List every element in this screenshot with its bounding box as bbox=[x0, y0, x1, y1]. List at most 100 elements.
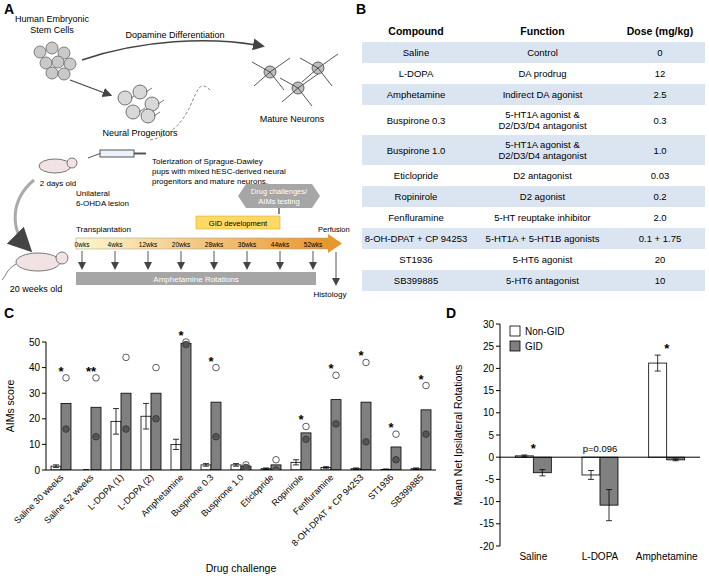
error-bar bbox=[353, 468, 359, 470]
label: Histology bbox=[314, 290, 347, 299]
table-cell: Buspirone 1.0 bbox=[387, 145, 446, 156]
progenitor-cell bbox=[141, 109, 155, 123]
y-tick-label: 20 bbox=[483, 363, 495, 374]
x-tick-label: Eticlopride bbox=[239, 472, 276, 509]
individual-point bbox=[123, 354, 130, 361]
table-cell: 1.0 bbox=[653, 145, 666, 156]
down-arrow bbox=[247, 251, 248, 268]
rat-adult bbox=[16, 253, 60, 271]
cell-line: 5-HT6 agonist bbox=[513, 254, 573, 265]
neurite bbox=[300, 54, 338, 86]
table-cell: Amphetamine bbox=[387, 89, 446, 100]
significance: * bbox=[531, 441, 537, 456]
label: Amphetamine Rotations bbox=[153, 275, 238, 284]
cell-line: D2/D3/D4 antagonist bbox=[498, 120, 587, 131]
significance: * bbox=[358, 348, 364, 363]
down-arrow bbox=[280, 251, 281, 268]
timeline-bar bbox=[76, 238, 328, 249]
individual-point bbox=[273, 467, 280, 470]
table-cell: 12 bbox=[655, 68, 666, 79]
label: 2 days old bbox=[40, 179, 76, 188]
individual-point bbox=[423, 382, 430, 389]
plunger bbox=[134, 153, 146, 155]
timeline-arrow bbox=[328, 234, 342, 253]
label: 12wks bbox=[139, 241, 158, 248]
table-cell: 0.2 bbox=[653, 191, 666, 202]
cell-line: 5-HT1A agonist & bbox=[505, 109, 580, 120]
cell-line: D2/D3/D4 antagonist bbox=[498, 150, 587, 161]
table-cell: 20 bbox=[655, 254, 666, 265]
label: Mature Neurons bbox=[260, 114, 325, 124]
down-arrow bbox=[148, 251, 149, 268]
table-cell: 5-HT1A agonist &D2/D3/D4 antagonist bbox=[498, 109, 587, 131]
y-tick-label: 30 bbox=[483, 319, 495, 330]
y-axis-title: AIMs score bbox=[4, 380, 16, 433]
cell-line: Indirect DA agonist bbox=[503, 89, 583, 100]
individual-point bbox=[363, 359, 370, 366]
progenitor-cell bbox=[118, 91, 132, 105]
individual-point bbox=[153, 364, 160, 371]
drug-box bbox=[238, 184, 320, 208]
cell-line: 1.0 bbox=[653, 145, 666, 156]
down-arrow bbox=[313, 251, 314, 268]
neurite bbox=[280, 74, 318, 106]
cell-line: L-DOPA bbox=[399, 68, 434, 79]
y-tick bbox=[496, 546, 500, 547]
table-header-bg bbox=[362, 20, 705, 42]
stem-cell bbox=[34, 46, 46, 58]
cell-line: 0 bbox=[657, 47, 662, 58]
needle bbox=[88, 154, 100, 159]
progenitor-cell bbox=[126, 105, 140, 119]
table-header: Function bbox=[520, 25, 564, 37]
y-tick bbox=[42, 444, 46, 445]
panel-label: A bbox=[4, 1, 14, 17]
error-bar bbox=[53, 465, 59, 468]
error-bar bbox=[113, 409, 119, 435]
y-tick bbox=[42, 393, 46, 394]
label: Neural Progenitors bbox=[102, 128, 178, 138]
panel-a: Human EmbryonicStem CellsDopamine Differ… bbox=[2, 14, 350, 299]
y-tick-label: 50 bbox=[29, 337, 41, 348]
bar bbox=[301, 433, 311, 470]
table-cell: 10 bbox=[655, 275, 666, 286]
process bbox=[154, 112, 160, 116]
cell-line: Fenfluramine bbox=[388, 212, 443, 223]
error-bar bbox=[203, 464, 209, 467]
y-tick-label: -15 bbox=[480, 518, 495, 529]
down-arrow bbox=[115, 251, 116, 268]
y-tick-label: 25 bbox=[483, 341, 495, 352]
y-tick bbox=[496, 390, 500, 391]
error-bar bbox=[655, 355, 661, 371]
rat-adult-head bbox=[56, 252, 68, 264]
error-bar bbox=[673, 459, 679, 461]
label: AIMs testing bbox=[258, 197, 299, 206]
individual-point bbox=[303, 436, 310, 443]
table-cell: 5-HT6 antagonist bbox=[506, 275, 579, 286]
label: 28wks bbox=[205, 241, 224, 248]
table-cell: 2.5 bbox=[653, 89, 666, 100]
individual-point bbox=[333, 372, 340, 379]
stem-cell bbox=[58, 68, 70, 80]
significance: * bbox=[208, 354, 214, 369]
table-cell: Control bbox=[527, 47, 558, 58]
cell-line: 5-HT reuptake inhibitor bbox=[494, 212, 590, 223]
connector bbox=[278, 208, 280, 214]
label: 20 weeks old bbox=[10, 284, 63, 294]
significance: p=0.096 bbox=[583, 443, 618, 454]
table-cell: 0.1 + 1.75 bbox=[639, 233, 682, 244]
table-cell: 2.0 bbox=[653, 212, 666, 223]
neurite bbox=[252, 58, 290, 90]
chart-1: -20-15-10-5051015202530Mean Net Ipsilate… bbox=[452, 319, 700, 563]
label: pups with mixed hESC-derived neural bbox=[152, 167, 286, 176]
y-tick-label: 0 bbox=[34, 465, 40, 476]
table-cell: 5-HT6 agonist bbox=[513, 254, 573, 265]
label: 6-OHDA lesion bbox=[76, 199, 129, 208]
cell-line: 12 bbox=[655, 68, 666, 79]
bars bbox=[515, 355, 684, 521]
label: 52wks bbox=[304, 241, 323, 248]
table-cell: 0.3 bbox=[653, 115, 666, 126]
y-tick-label: 40 bbox=[29, 362, 41, 373]
label: 0wks bbox=[75, 241, 91, 248]
cell-line: D2 antagonist bbox=[513, 170, 572, 181]
table-cell: D2 antagonist bbox=[513, 170, 572, 181]
